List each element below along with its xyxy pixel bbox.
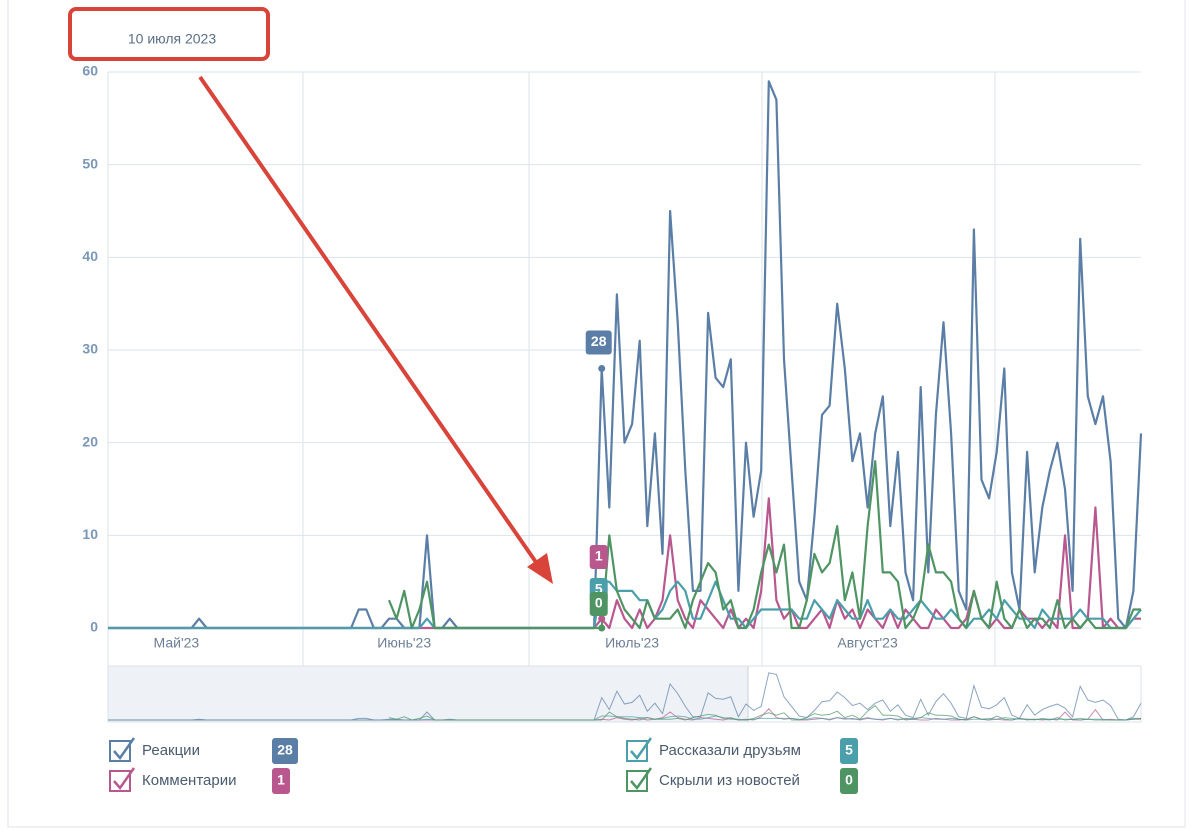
tooltip-badge: [589, 545, 608, 569]
legend-item[interactable]: Скрыли из новостей 0: [626, 767, 858, 794]
legend-checkbox: [626, 740, 648, 762]
legend-checkbox: [626, 770, 648, 792]
x-tick-label: Май'23: [154, 635, 200, 651]
legend-item[interactable]: Рассказали друзьям 5: [626, 737, 858, 764]
tooltip-value: 0: [595, 595, 603, 611]
y-tick-label: 20: [82, 433, 98, 449]
legend-item[interactable]: Комментарии 1: [109, 767, 290, 794]
y-tick-label: 10: [82, 526, 98, 542]
legend-label: Скрыли из новостей: [659, 772, 800, 789]
legend-value: 0: [845, 772, 853, 788]
y-tick-label: 60: [82, 63, 98, 79]
highlight-point: [598, 365, 606, 373]
legend-value: 28: [277, 742, 293, 758]
legend-check: [630, 767, 653, 791]
legend-badge: [272, 738, 298, 764]
navigator: [107, 665, 1142, 723]
annotation-frame: [68, 7, 270, 61]
plot-area: [108, 72, 1141, 666]
legend-value: 5: [845, 742, 853, 758]
tooltip-date: 10 июля 2023: [128, 31, 216, 47]
legend-label: Комментарии: [142, 772, 236, 789]
legend-badge: [272, 768, 290, 794]
tooltip-value: 5: [595, 581, 603, 597]
arrow-head: [527, 553, 553, 584]
series-line: [108, 580, 1142, 630]
legend-value: 1: [277, 772, 285, 788]
legend-check: [113, 737, 136, 761]
x-tick-label: Июнь'23: [377, 635, 431, 651]
y-tick-label: 40: [82, 248, 98, 264]
tooltip-value: 28: [591, 333, 607, 349]
legend-badge: [840, 738, 858, 764]
legend-checkbox: [109, 740, 131, 762]
y-tick-label: 50: [82, 155, 98, 171]
legend-label: Рассказали друзьям: [659, 742, 801, 759]
legend-check: [113, 767, 136, 791]
navigator-line: [388, 704, 1141, 721]
tooltip-badge: [585, 330, 612, 355]
annotation-arrow: [198, 75, 542, 570]
navigator-line: [108, 715, 1142, 721]
y-tick-label: 0: [90, 619, 98, 635]
highlight-point: [598, 615, 606, 623]
legend-item[interactable]: Реакции 28: [109, 737, 298, 764]
tooltip-value: 1: [595, 548, 603, 564]
legend-checkbox: [109, 770, 131, 792]
series-line: [387, 460, 1141, 630]
legend-badge: [840, 768, 858, 794]
tooltip-badge: [589, 592, 608, 616]
y-tick-label: 30: [82, 341, 98, 357]
x-tick-label: Август'23: [837, 635, 898, 651]
legend-label: Реакции: [142, 742, 200, 759]
x-tick-label: Июль'23: [605, 635, 659, 651]
highlight-point: [598, 624, 606, 632]
legend-check: [630, 737, 653, 761]
